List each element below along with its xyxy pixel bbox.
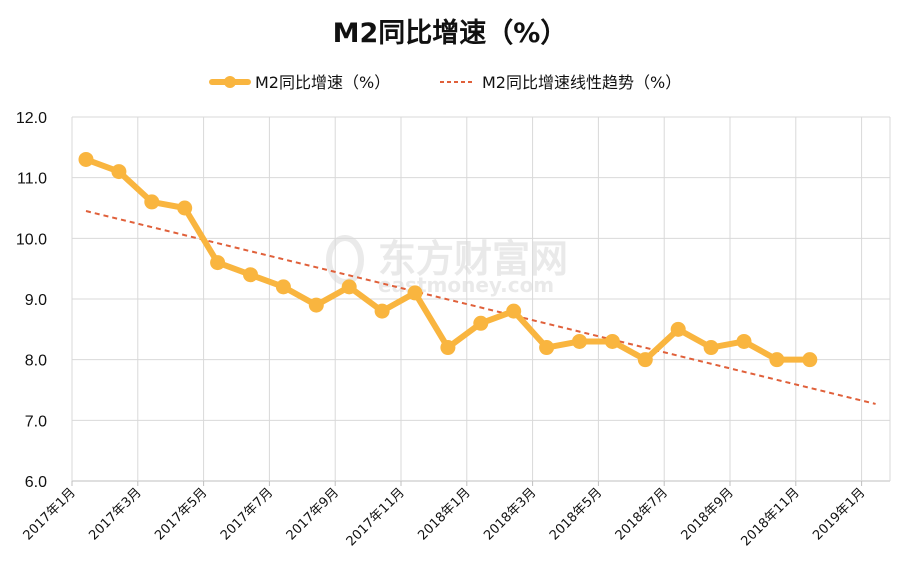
x-tick-label: 2018年5月: [547, 485, 605, 543]
data-point: [275, 279, 291, 295]
trend-line: [85, 210, 876, 405]
x-tick-label: 2018年7月: [613, 485, 671, 543]
data-point: [243, 267, 258, 283]
y-tick-label: 6.0: [25, 474, 47, 491]
watermark-logo-icon: [326, 235, 364, 285]
watermark-en: eastmoney.com: [378, 273, 554, 297]
data-point: [473, 315, 489, 331]
legend: M2同比增速（%） M2同比增速线性趋势（%）: [209, 73, 681, 92]
x-tick-label: 2017年11月: [344, 485, 408, 549]
chart-title: M2同比增速（%）: [333, 17, 568, 49]
data-point: [111, 164, 127, 180]
data-point: [177, 200, 193, 216]
legend-label-series-1: M2同比增速（%）: [255, 73, 390, 92]
y-tick-label: 11.0: [17, 171, 47, 188]
y-tick-label: 9.0: [25, 292, 47, 309]
data-point: [670, 321, 686, 337]
gridlines: [71, 116, 891, 486]
y-tick-label: 12.0: [16, 110, 47, 127]
data-point: [572, 333, 587, 349]
x-tick-label: 2017年7月: [218, 485, 276, 543]
data-point: [802, 352, 818, 368]
data-point: [769, 352, 785, 368]
y-tick-label: 7.0: [25, 413, 47, 430]
x-tick-label: 2017年5月: [152, 485, 210, 543]
data-point: [637, 352, 653, 368]
data-point: [703, 340, 719, 356]
data-point: [539, 340, 555, 356]
data-point: [604, 333, 620, 349]
data-point: [506, 303, 522, 319]
m2-series: [78, 151, 818, 368]
x-tick-label: 2017年3月: [86, 485, 144, 543]
watermark: 东方财富网 eastmoney.com: [326, 235, 568, 297]
x-tick-label: 2018年1月: [415, 485, 473, 543]
x-tick-label: 2018年9月: [679, 485, 737, 543]
y-tick-label: 8.0: [25, 353, 47, 370]
data-point: [78, 151, 94, 167]
trend-series: [85, 210, 876, 405]
x-tick-label: 2019年1月: [810, 485, 868, 543]
y-tick-label: 10.0: [16, 231, 47, 248]
data-point: [144, 194, 160, 210]
data-point: [407, 285, 423, 301]
data-point: [308, 297, 324, 313]
data-point: [374, 303, 390, 319]
data-point: [341, 279, 357, 295]
data-point: [210, 255, 226, 271]
data-point: [440, 340, 456, 356]
y-axis: 6.0 7.0 8.0 9.0 10.0 11.0 12.0: [16, 110, 47, 491]
watermark-cn: 东方财富网: [378, 237, 568, 281]
legend-label-series-2: M2同比增速线性趋势（%）: [482, 73, 681, 92]
x-axis: 2017年1月 2017年3月 2017年5月 2017年7月 2017年9月 2017年…: [21, 485, 869, 549]
legend-marker-series-1: [224, 76, 236, 88]
x-tick-label: 2017年1月: [21, 485, 79, 543]
data-point: [736, 333, 752, 349]
x-tick-label: 2018年3月: [481, 485, 539, 543]
x-tick-label: 2017年9月: [284, 485, 342, 543]
x-tick-label: 2018年11月: [739, 485, 803, 549]
